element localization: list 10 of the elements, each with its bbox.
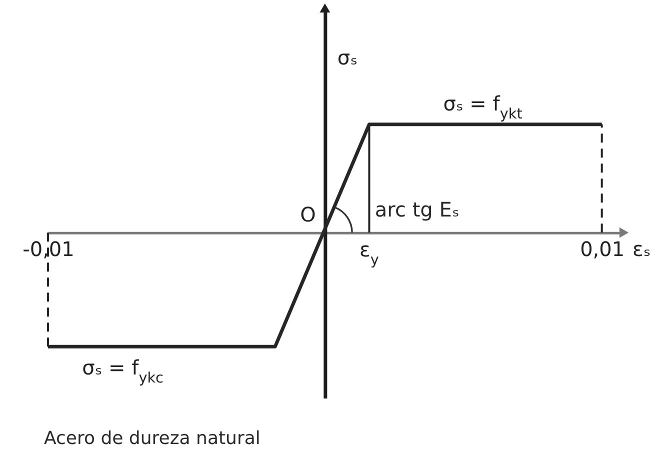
x-axis-title: εₛ — [632, 237, 651, 262]
annotation: σₛ = f$_{ykc}$ — [82, 356, 164, 387]
annotation: σₛ = f$_{ykt}$ — [443, 91, 523, 122]
x-tick-label: 0,01 — [580, 237, 625, 262]
text: Acero de dureza natural — [44, 428, 260, 449]
annotation: O — [300, 202, 316, 227]
annotation: ε$_{y}$ — [360, 238, 380, 269]
annotation: arc tg Eₛ — [374, 198, 460, 222]
y-axis-title: σₛ — [337, 46, 358, 70]
x-tick-label: -0,01 — [22, 237, 74, 262]
